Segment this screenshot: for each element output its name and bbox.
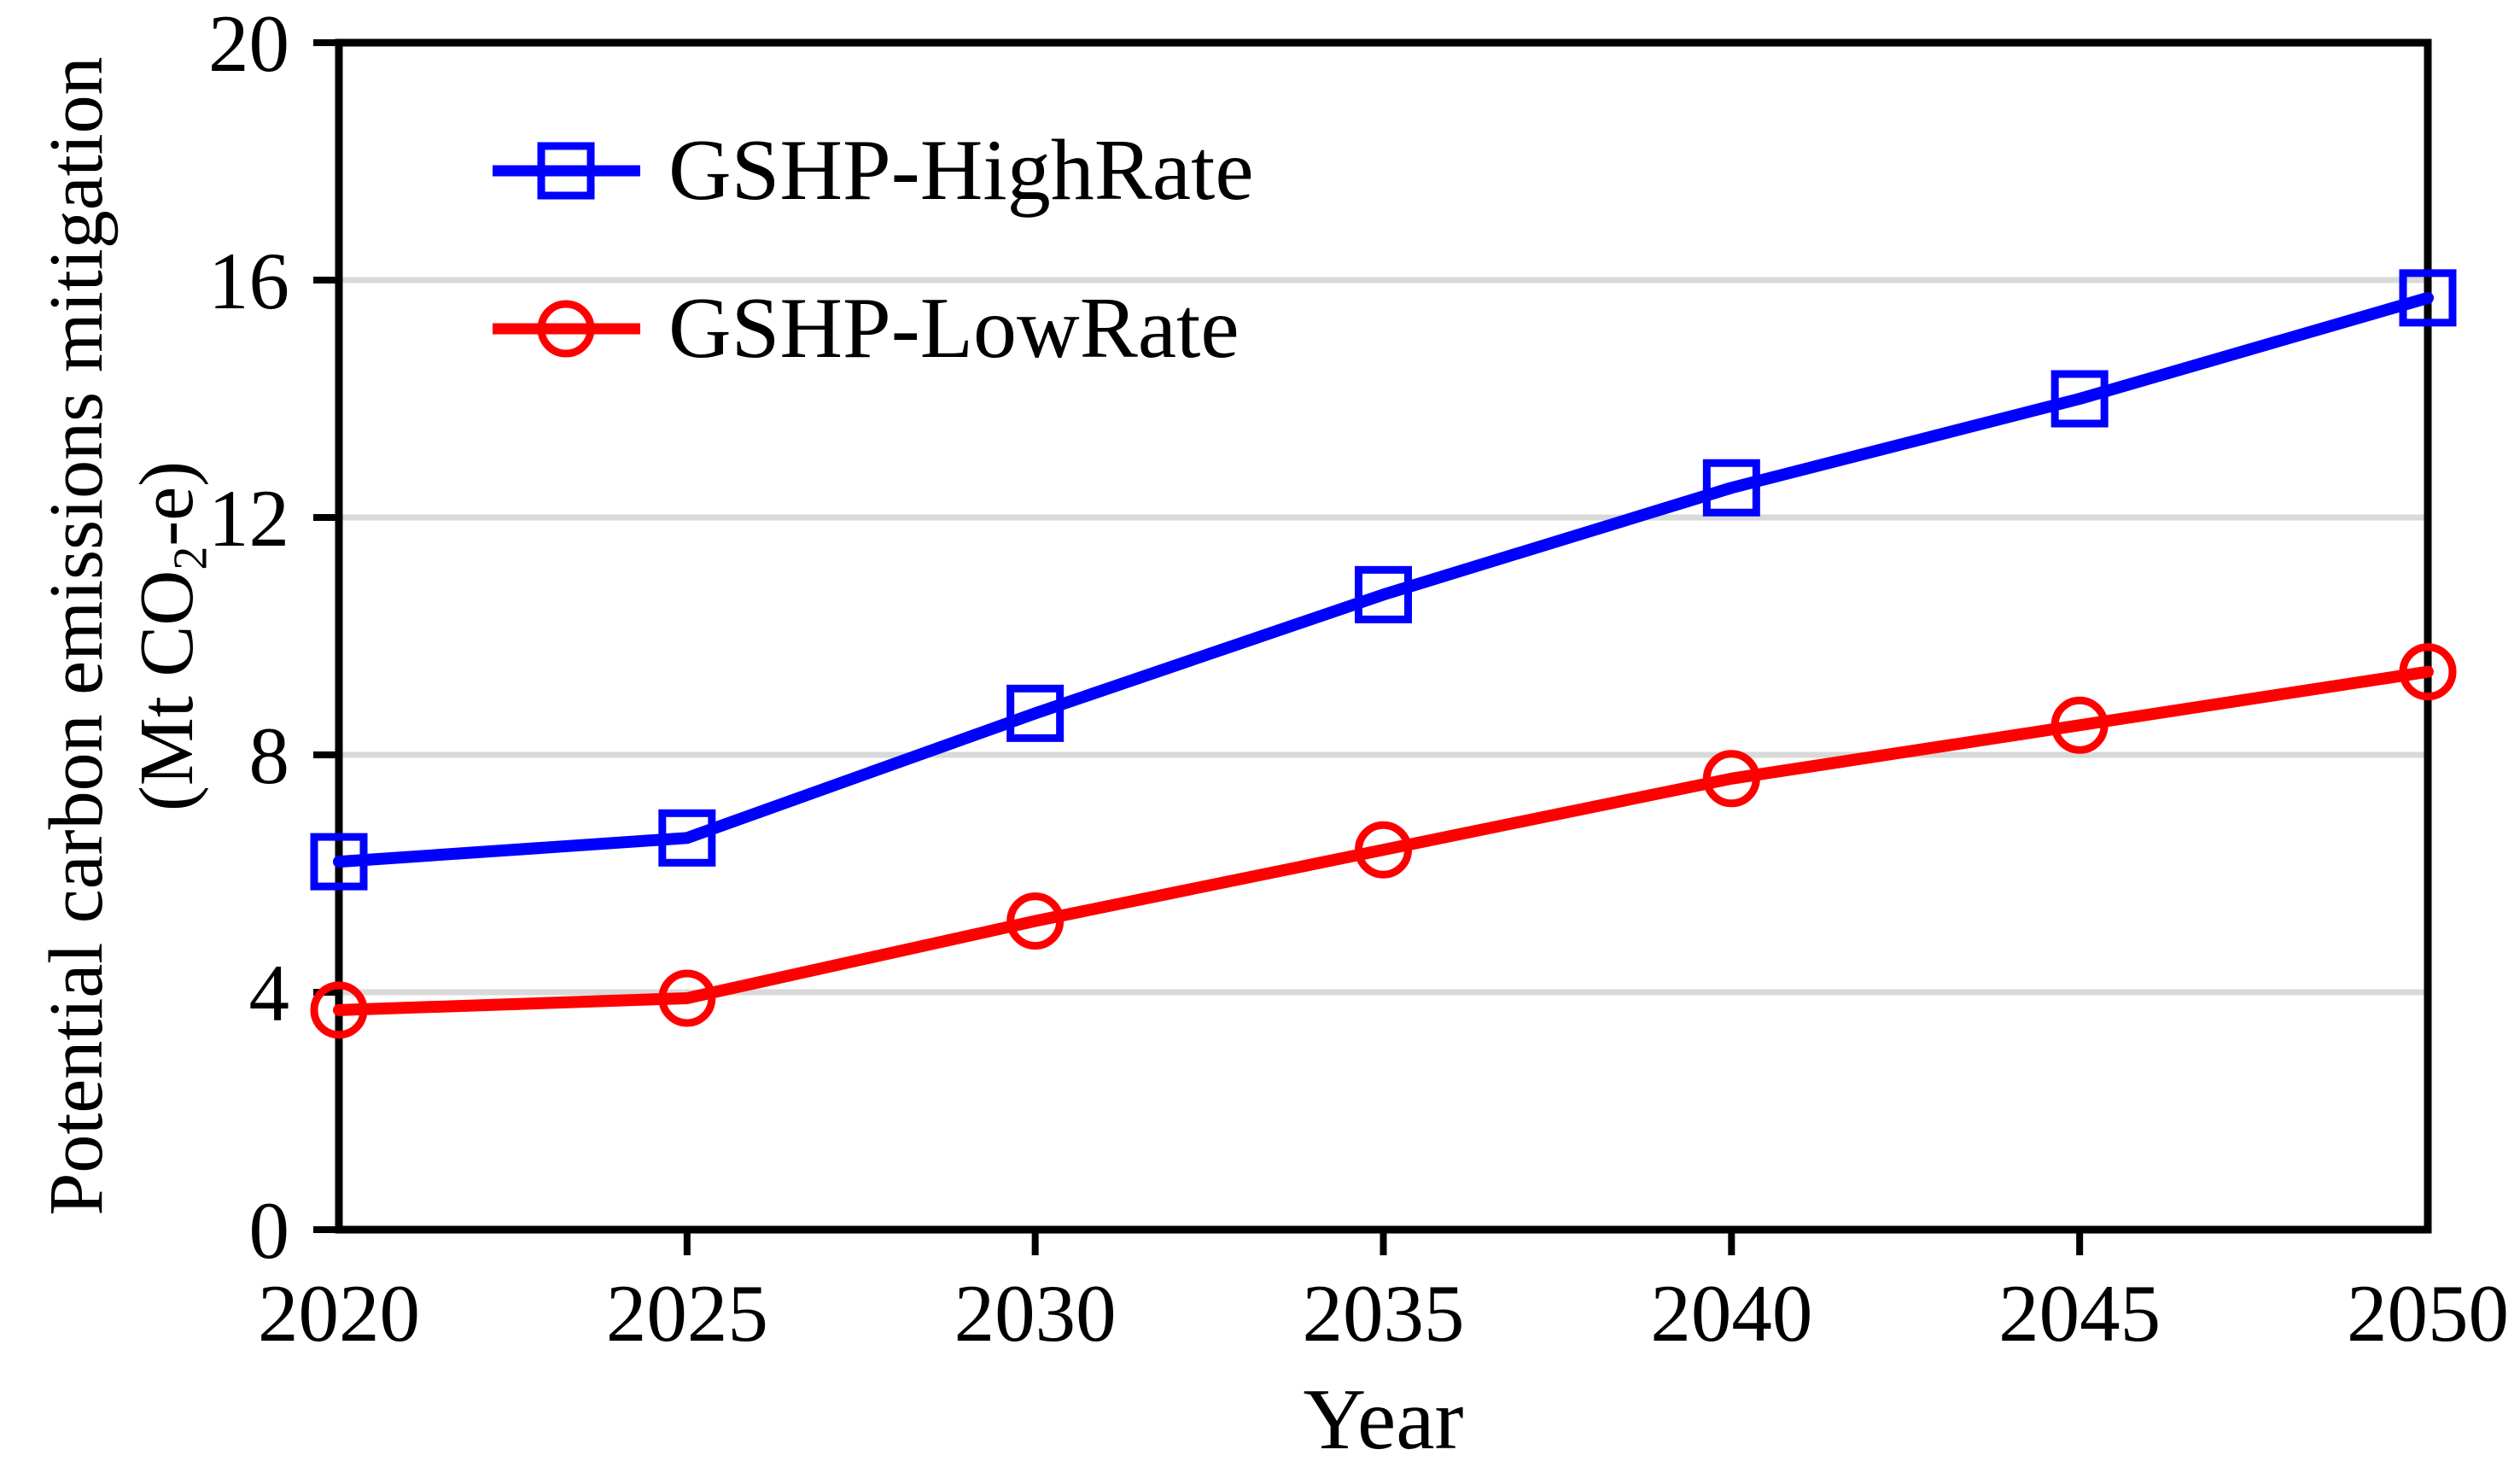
marker-square-gshp-highrate-2025 [658,809,716,867]
x-tick-label-2025: 2025 [606,1268,768,1359]
legend-item-gshp-highrate: GSHP-HighRate [493,125,1254,217]
legend-square-icon [537,142,595,200]
marker-circle-gshp-lowrate-2020 [310,981,368,1039]
x-tick-label-2040: 2040 [1650,1268,1812,1359]
series-line-gshp-highrate [333,291,2434,868]
legend-marker-highrate [493,142,640,200]
legend-label-highrate: GSHP-HighRate [668,122,1254,219]
x-tick-label-2045: 2045 [1998,1268,2161,1359]
y-tick-label-0: 0 [249,1185,290,1276]
y-tick-label-12: 12 [208,473,289,564]
y-axis-title-line2: (Mt CO2-e) [125,460,218,812]
y-tick-label-16: 16 [208,236,289,326]
marker-square-gshp-highrate-2045 [2050,370,2109,428]
x-tick-label-2030: 2030 [954,1268,1117,1359]
marker-square-gshp-highrate-2040 [1702,459,1760,517]
legend-label-lowrate: GSHP-LowRate [668,280,1240,377]
marker-circle-gshp-lowrate-2040 [1702,750,1760,808]
legend-marker-lowrate [493,300,640,358]
marker-circle-gshp-lowrate-2045 [2050,696,2109,754]
legend-item-gshp-lowrate: GSHP-LowRate [493,283,1240,375]
series-line-gshp-lowrate [333,665,2434,1016]
legend-circle-icon [537,300,595,358]
x-tick-label-2020: 2020 [258,1268,420,1359]
plot-border [335,38,2432,1234]
x-tick-label-2050: 2050 [2347,1268,2509,1359]
marker-circle-gshp-lowrate-2050 [2399,643,2457,701]
marker-circle-gshp-lowrate-2035 [1355,821,1412,879]
x-axis-title: Year [1303,1371,1464,1468]
marker-square-gshp-highrate-2030 [1006,684,1065,742]
marker-square-gshp-highrate-2035 [1355,565,1412,623]
y-axis-title-line1: Potential carbon emissions mitigation [34,56,119,1216]
x-tick-label-2035: 2035 [1303,1268,1465,1359]
marker-square-gshp-highrate-2050 [2399,269,2457,327]
marker-circle-gshp-lowrate-2025 [658,969,716,1027]
y-tick-label-4: 4 [249,948,290,1038]
marker-square-gshp-highrate-2020 [310,833,368,891]
y-tick-label-8: 8 [249,710,290,801]
y-tick-label-20: 20 [208,0,289,89]
co2-subscript: 2 [164,546,218,570]
marker-circle-gshp-lowrate-2030 [1006,892,1065,950]
y-axis-title: Potential carbon emissions mitigation (M… [32,0,218,1362]
